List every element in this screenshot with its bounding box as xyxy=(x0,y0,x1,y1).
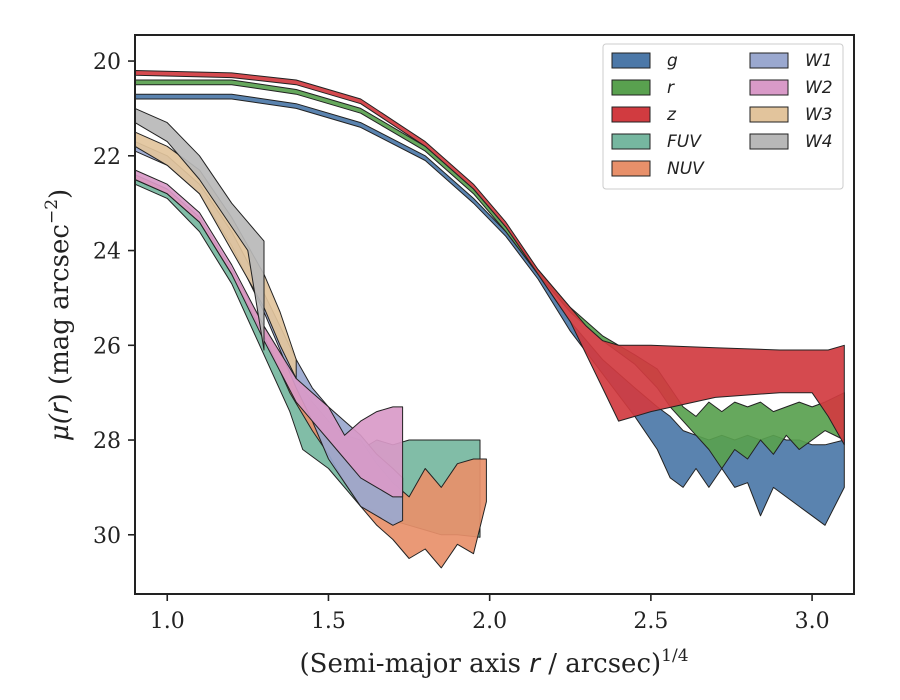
y-tick-label: 30 xyxy=(93,524,121,549)
data-series-layer xyxy=(134,70,845,569)
legend-swatch-z xyxy=(611,106,651,123)
axis-ticks-layer: 1.0 1.5 2.0 2.5 3.0 20 22 24 26 28 30 xyxy=(93,50,830,634)
y-tick-label: 22 xyxy=(93,145,121,170)
y-tick-label: 26 xyxy=(93,334,121,359)
legend-swatch-w3 xyxy=(749,106,789,123)
y-axis-label: μ(r) (mag arcsec−2) xyxy=(42,189,75,441)
legend-label-r: r xyxy=(667,78,675,98)
legend-label-z: z xyxy=(666,105,677,125)
series-band-z xyxy=(134,70,845,446)
legend-swatch-g xyxy=(611,52,651,69)
y-tick-label: 28 xyxy=(93,429,121,454)
legend-label-fuv: FUV xyxy=(667,132,702,152)
legend-label-nuv: NUV xyxy=(667,159,705,179)
legend-swatch-nuv xyxy=(611,160,651,177)
legend-label-w3: W3 xyxy=(805,105,833,125)
legend-swatch-w2 xyxy=(749,79,789,96)
plot-frame xyxy=(134,34,855,595)
legend: grz FUV NUV W1 W2 W3 W4 xyxy=(602,43,844,190)
series-band-w2 xyxy=(134,169,404,498)
y-tick-label: 24 xyxy=(93,240,121,265)
x-tick-label: 1.0 xyxy=(150,609,185,634)
legend-label-w1: W1 xyxy=(805,51,833,71)
legend-label-g: g xyxy=(667,51,678,71)
legend-swatch-w1 xyxy=(749,52,789,69)
x-tick-label: 3.0 xyxy=(795,609,830,634)
x-tick-label: 2.5 xyxy=(633,609,668,634)
legend-label-w4: W4 xyxy=(805,132,833,152)
legend-swatch-w4 xyxy=(749,133,789,150)
x-tick-label: 1.5 xyxy=(311,609,346,634)
y-tick-label: 20 xyxy=(93,50,121,75)
legend-swatch-r xyxy=(611,79,651,96)
series-band-w4 xyxy=(134,107,265,351)
legend-label-w2: W2 xyxy=(805,78,833,98)
x-axis-label: (Semi-major axis r / arcsec)1/4 xyxy=(299,646,688,679)
x-tick-label: 2.0 xyxy=(472,609,507,634)
legend-swatch-fuv xyxy=(611,133,651,150)
